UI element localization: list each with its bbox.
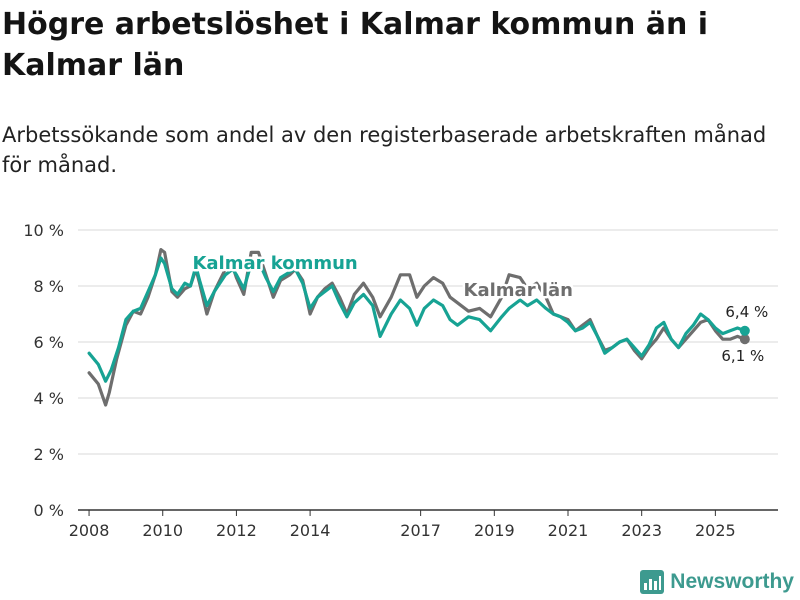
end-label-kalmar-kommun: 6,4 % <box>725 303 768 321</box>
x-tick-label: 2019 <box>474 521 515 540</box>
y-tick-label: 10 % <box>23 221 64 240</box>
y-tick-label: 4 % <box>34 389 64 408</box>
x-tick-label: 2010 <box>142 521 183 540</box>
y-tick-label: 6 % <box>34 333 64 352</box>
brand-logo: Newsworthy <box>640 570 794 594</box>
chart-subtitle: Arbetssökande som andel av den registerb… <box>2 123 767 177</box>
end-point-kalmar-lan <box>739 334 750 345</box>
chart-title: Högre arbetslöshet i Kalmar kommun än i … <box>2 7 709 83</box>
x-tick-label: 2023 <box>621 521 662 540</box>
x-tick-label: 2021 <box>548 521 589 540</box>
series-label-kalmar-kommun: Kalmar kommun <box>192 253 357 274</box>
series-label-kalmar-lan: Kalmar län <box>464 280 573 301</box>
end-point-kalmar-kommun <box>739 325 750 336</box>
y-tick-label: 0 % <box>34 501 64 520</box>
series-line-kalmar-lan <box>87 248 747 407</box>
x-tick-label: 2025 <box>695 521 736 540</box>
y-tick-label: 8 % <box>34 277 64 296</box>
series-line-kalmar-kommun <box>87 256 747 383</box>
y-tick-label: 2 % <box>34 445 64 464</box>
bar-chart-icon <box>640 570 665 594</box>
end-label-kalmar-lan: 6,1 % <box>721 347 764 365</box>
x-tick-label: 2014 <box>290 521 331 540</box>
brand-name: Newsworthy <box>670 570 794 593</box>
x-tick-label: 2012 <box>216 521 257 540</box>
x-tick-label: 2017 <box>400 521 441 540</box>
series-label-kalmar-lan-halo: Kalmar län <box>464 280 573 301</box>
x-tick-label: 2008 <box>69 521 110 540</box>
series-label-kalmar-kommun-halo: Kalmar kommun <box>192 253 357 274</box>
